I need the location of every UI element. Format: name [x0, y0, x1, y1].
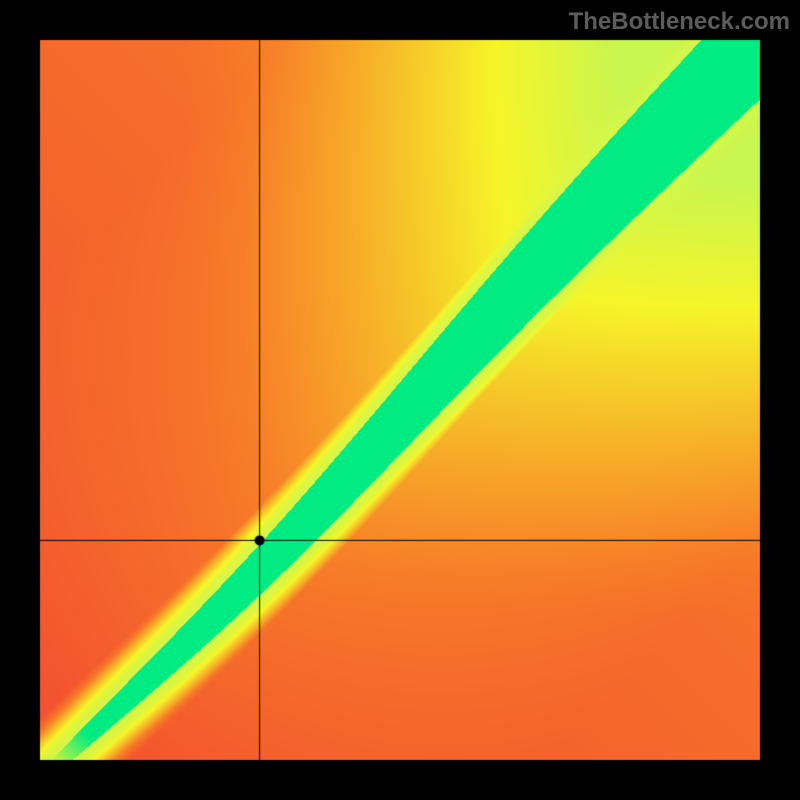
watermark-text: TheBottleneck.com [569, 8, 790, 36]
bottleneck-heatmap [0, 0, 800, 800]
chart-container: { "watermark": { "text": "TheBottleneck.… [0, 0, 800, 800]
